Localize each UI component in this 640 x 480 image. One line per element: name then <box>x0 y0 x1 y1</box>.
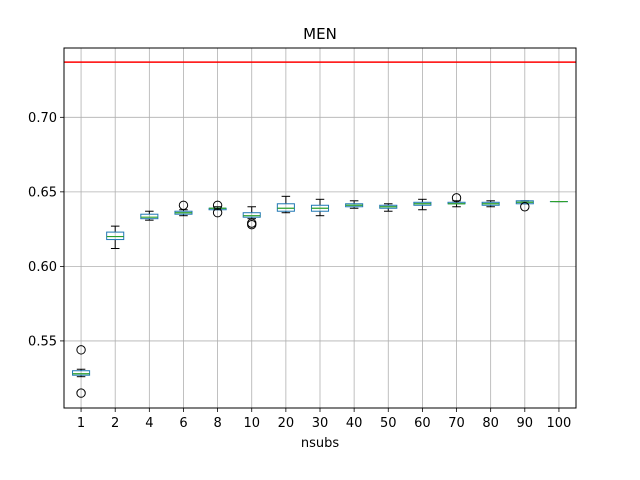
box-70 <box>447 193 466 208</box>
box-iqr <box>72 370 91 376</box>
box-8 <box>208 200 227 218</box>
x-tick-label: 30 <box>312 416 329 431</box>
outlier-point <box>451 193 462 203</box>
outlier-point <box>178 200 189 210</box>
box-1 <box>72 345 91 398</box>
x-tick-label: 100 <box>547 416 572 431</box>
x-axis-label: nsubs <box>301 436 340 451</box>
y-tick-label: 0.60 <box>28 260 57 275</box>
y-tick-label: 0.65 <box>28 185 57 200</box>
x-tick-label: 4 <box>145 416 153 431</box>
box-2 <box>106 225 125 249</box>
box-30 <box>310 198 330 217</box>
x-tick-label: 80 <box>482 416 499 431</box>
outlier-point <box>247 219 257 230</box>
grid <box>64 48 576 408</box>
x-tick-label: 70 <box>448 416 465 431</box>
box-iqr <box>242 212 261 218</box>
x-tick-label: 2 <box>111 416 119 431</box>
y-tick-label: 0.55 <box>28 334 57 349</box>
box-iqr <box>106 231 125 241</box>
box-80 <box>481 200 500 208</box>
box-10 <box>242 206 261 230</box>
outlier-point <box>76 345 86 355</box>
ticks: 1 2 4 6 8 10 20 30 40 50 60 70 80 90 100 0.55 0.60 0.65 0.… <box>28 111 571 431</box>
box-60 <box>413 198 432 211</box>
box-4 <box>140 210 159 221</box>
x-tick-label: 1 <box>77 416 85 431</box>
y-tick-label: 0.70 <box>28 111 57 126</box>
x-tick-label: 20 <box>278 416 295 431</box>
x-tick-label: 60 <box>414 416 431 431</box>
x-tick-label: 50 <box>380 416 397 431</box>
box-20 <box>276 195 295 214</box>
x-tick-label: 8 <box>213 416 221 431</box>
boxplots <box>72 193 568 398</box>
outlier-point <box>212 208 223 218</box>
x-tick-label: 10 <box>243 416 260 431</box>
box-40 <box>345 200 364 209</box>
outlier-point <box>212 200 223 210</box>
box-90 <box>515 200 534 212</box>
x-tick-label: 40 <box>346 416 363 431</box>
box-6 <box>174 200 193 217</box>
outlier-point <box>520 202 530 212</box>
x-tick-label: 6 <box>179 416 187 431</box>
outlier-point <box>76 388 86 398</box>
x-tick-label: 90 <box>517 416 534 431</box>
box-50 <box>379 203 398 212</box>
box-iqr <box>276 203 295 212</box>
box-iqr <box>140 213 159 220</box>
chart-title: MEN <box>303 25 337 43</box>
